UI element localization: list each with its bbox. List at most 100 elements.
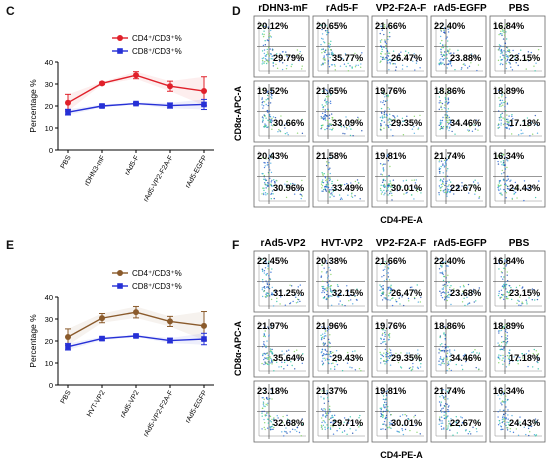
flow-event-dot	[386, 116, 388, 119]
flow-event-dot	[386, 350, 389, 353]
flow-event-dot	[497, 160, 499, 163]
flow-event-dot	[460, 68, 463, 71]
flow-event-dot	[261, 193, 263, 195]
flow-event-dot	[265, 99, 267, 101]
flow-event-dot	[394, 116, 396, 119]
flow-event-dot	[385, 414, 388, 417]
flow-event-dot	[286, 56, 288, 58]
flow-event-dot	[322, 38, 324, 40]
flow-event-dot	[448, 405, 450, 407]
flow-event-dot	[261, 88, 264, 91]
flow-event-dot	[327, 163, 329, 165]
flow-event-dot	[438, 168, 441, 171]
flow-event-dot	[381, 91, 383, 94]
flow-event-dot	[499, 56, 502, 58]
flow-event-dot	[331, 182, 333, 185]
flow-event-dot	[501, 272, 503, 274]
flow-event-dot	[345, 65, 347, 68]
flow-event-dot	[265, 117, 267, 119]
flow-event-dot	[345, 116, 347, 118]
flow-event-dot	[535, 62, 537, 64]
flow-event-dot	[503, 188, 505, 191]
flow-event-dot	[270, 93, 273, 95]
flow-event-dot	[286, 180, 288, 183]
flow-event-dot	[267, 354, 269, 357]
flow-event-dot	[444, 30, 446, 32]
flow-event-dot	[439, 420, 441, 422]
flow-event-dot	[269, 356, 271, 358]
flow-event-dot	[446, 175, 449, 177]
flow-event-dot	[349, 65, 351, 67]
flow-event-dot	[334, 65, 336, 67]
flow-event-dot	[324, 428, 326, 431]
flow-event-dot	[505, 197, 507, 199]
flow-event-dot	[449, 63, 452, 65]
flow-event-dot	[381, 288, 383, 290]
flow-event-dot	[498, 344, 501, 346]
flow-event-dot	[337, 285, 339, 288]
flow-event-dot	[382, 332, 384, 335]
flow-event-dot	[323, 344, 325, 346]
flow-event-dot	[476, 69, 478, 72]
flow-event-dot	[507, 297, 509, 300]
flow-event-dot	[381, 164, 384, 166]
flow-event-dot	[504, 324, 507, 326]
flow-event-dot	[440, 409, 442, 412]
flow-event-dot	[323, 398, 325, 400]
flow-event-dot	[324, 98, 327, 100]
x-tick-label-c: rDHN3-mF	[84, 155, 107, 188]
flow-event-dot	[499, 117, 501, 119]
flow-event-dot	[506, 271, 509, 273]
flow-event-dot	[405, 179, 408, 181]
flow-event-dot	[320, 276, 322, 278]
flow-event-dot	[503, 298, 505, 301]
flow-event-dot	[444, 27, 446, 30]
quadrant-pct-lower-f: 29.71%	[332, 418, 363, 428]
flow-event-dot	[391, 422, 393, 425]
flow-event-dot	[328, 358, 330, 361]
flow-event-dot	[439, 42, 442, 45]
flow-event-dot	[384, 263, 386, 266]
flow-event-dot	[329, 346, 331, 348]
flow-event-dot	[498, 185, 500, 188]
flow-event-dot	[384, 260, 386, 263]
column-header-f: rAd5-VP2	[260, 238, 305, 249]
flow-event-dot	[273, 290, 275, 292]
flow-event-dot	[439, 416, 441, 418]
flow-event-dot	[445, 265, 448, 267]
flow-event-dot	[473, 124, 475, 126]
flow-event-dot	[438, 170, 441, 173]
flow-event-dot	[509, 428, 512, 430]
quadrant-pct-lower-f: 32.68%	[273, 418, 304, 428]
flow-event-dot	[509, 125, 512, 127]
flow-event-dot	[329, 290, 332, 293]
flow-event-dot	[528, 425, 530, 427]
flow-event-dot	[507, 160, 509, 162]
flow-event-dot	[439, 396, 441, 398]
flow-event-dot	[286, 293, 288, 295]
flow-event-dot	[497, 49, 500, 51]
flow-event-dot	[330, 273, 332, 276]
flow-event-dot	[400, 367, 403, 369]
flow-event-dot	[385, 298, 387, 300]
flow-event-dot	[331, 291, 333, 294]
flow-event-dot	[320, 351, 323, 354]
flow-event-dot	[445, 37, 447, 40]
flow-event-dot	[439, 403, 442, 405]
flow-event-dot	[272, 305, 275, 307]
flow-event-dot	[263, 62, 265, 65]
flow-event-dot	[388, 52, 391, 55]
flow-event-dot	[380, 107, 383, 110]
flow-event-dot	[392, 134, 394, 137]
flow-event-dot	[439, 59, 441, 61]
data-point-e-0	[65, 334, 71, 341]
flow-event-dot	[537, 295, 539, 298]
flow-event-dot	[322, 354, 324, 357]
flow-event-dot	[503, 390, 506, 393]
flow-event-dot	[448, 368, 451, 370]
flow-event-dot	[504, 416, 506, 419]
flow-event-dot	[438, 401, 441, 403]
flow-event-dot	[502, 278, 504, 280]
flow-event-dot	[497, 163, 500, 165]
flow-event-dot	[502, 415, 504, 418]
